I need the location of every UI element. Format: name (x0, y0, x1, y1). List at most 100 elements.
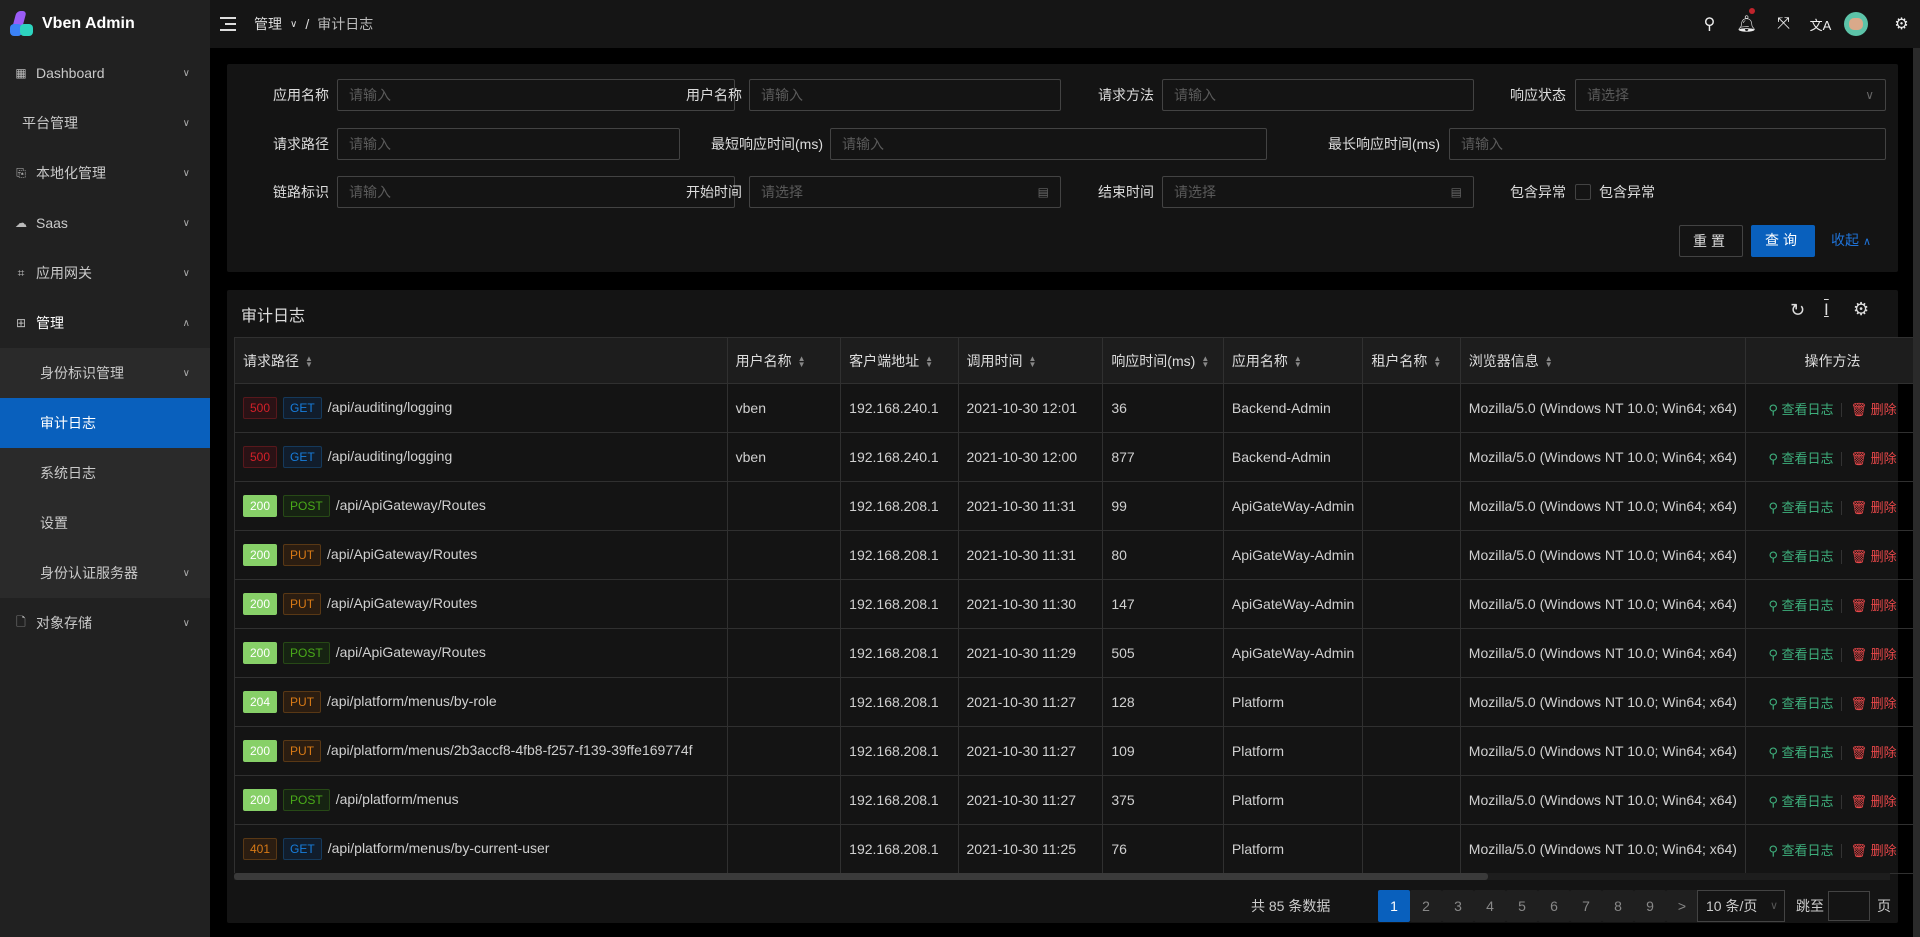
view-log-button[interactable]: ⚲ 查看日志 (1768, 843, 1833, 858)
checkbox-label[interactable]: 包含异常 (1599, 184, 1655, 200)
delete-button[interactable]: 🗑︎ 删除 (1850, 745, 1896, 760)
bell-icon[interactable]: 🔔︎ (1728, 8, 1765, 34)
density-icon[interactable]: I (1824, 300, 1829, 319)
page-button[interactable]: 3 (1442, 890, 1474, 922)
app_name-input[interactable]: 请输入 (337, 79, 735, 111)
page-button[interactable]: 6 (1538, 890, 1570, 922)
scrollbar-thumb[interactable] (234, 873, 1488, 880)
column-title: 租户名称 (1371, 352, 1428, 369)
page-scrollbar[interactable] (1913, 48, 1920, 937)
logo[interactable]: Vben Admin (0, 0, 210, 48)
view-log-button[interactable]: ⚲ 查看日志 (1768, 647, 1833, 662)
user_name-input[interactable]: 请输入 (749, 79, 1061, 111)
sidebar-item[interactable]: 审计日志 (0, 398, 210, 448)
has-exception-checkbox[interactable] (1575, 184, 1591, 200)
sidebar-item[interactable]: ⎘ 本地化管理 ∨ (0, 148, 210, 198)
page-button[interactable]: 8 (1602, 890, 1634, 922)
path-input[interactable]: 请输入 (337, 128, 680, 160)
refresh-icon[interactable]: ↻ (1790, 300, 1806, 320)
sidebar-item[interactable]: 平台管理 ∨ (0, 98, 210, 148)
avatar[interactable] (1844, 12, 1868, 36)
sort-icon[interactable]: ▲ ▼ (1433, 353, 1442, 369)
page-button[interactable]: 4 (1474, 890, 1506, 922)
status-input[interactable]: 请选择 ∨ (1575, 79, 1886, 111)
page-button[interactable]: 5 (1506, 890, 1538, 922)
column-header[interactable]: 租户名称 ▲ ▼ (1362, 337, 1461, 384)
sort-icon[interactable]: ▲ ▼ (1201, 353, 1210, 369)
view-log-button[interactable]: ⚲ 查看日志 (1768, 696, 1833, 711)
sidebar-item-label: Saas (36, 215, 68, 231)
start-input[interactable]: 请选择 ▤ (749, 176, 1061, 208)
view-log-button[interactable]: ⚲ 查看日志 (1768, 598, 1833, 613)
sort-icon[interactable]: ▲ ▼ (305, 353, 313, 369)
end-input[interactable]: 请选择 ▤ (1162, 176, 1474, 208)
delete-button[interactable]: 🗑︎ 删除 (1850, 794, 1896, 809)
view-log-button[interactable]: ⚲ 查看日志 (1768, 794, 1833, 809)
delete-button[interactable]: 🗑︎ 删除 (1850, 500, 1896, 515)
sort-icon[interactable]: ▲ ▼ (1544, 353, 1553, 369)
sidebar-item[interactable]: 系统日志 (0, 448, 210, 498)
query-button[interactable]: 查询 (1751, 225, 1815, 257)
fullscreen-icon[interactable]: ⤧ (1777, 15, 1790, 32)
sidebar-item[interactable]: ☁ Saas ∨ (0, 198, 210, 248)
search-icon[interactable]: ⚲ (1703, 16, 1716, 33)
delete-button[interactable]: 🗑︎ 删除 (1850, 696, 1896, 711)
max_time-input[interactable]: 请输入 (1449, 128, 1886, 160)
page-button[interactable]: 1 (1378, 890, 1410, 922)
request-path: /api/ApiGateway/Routes (335, 497, 486, 513)
sort-icon[interactable]: ▲ ▼ (1028, 353, 1037, 369)
collapse-button[interactable]: 收起 ∧ (1831, 225, 1881, 257)
sidebar-item[interactable]: 🗋︎ 对象存储 ∨ (0, 598, 210, 648)
view-log-button[interactable]: ⚲ 查看日志 (1768, 500, 1833, 515)
method-tag: GET (283, 397, 322, 419)
column-header[interactable]: 用户名称 ▲ ▼ (726, 337, 842, 384)
sidebar-item[interactable]: 身份标识管理 ∨ (0, 348, 210, 398)
column-header[interactable]: 客户端地址 ▲ ▼ (840, 337, 959, 384)
reset-button[interactable]: 重置 (1679, 225, 1743, 257)
trace-input[interactable]: 请输入 (337, 176, 735, 208)
sidebar-item[interactable]: ▦ Dashboard ∨ (0, 48, 210, 98)
delete-button[interactable]: 🗑︎ 删除 (1850, 843, 1896, 858)
sidebar-item[interactable]: 身份认证服务器 ∨ (0, 548, 210, 598)
gear-icon[interactable]: ⚙ (1894, 16, 1909, 33)
sidebar-item[interactable]: ⊞ 管理 ∧ (0, 298, 210, 348)
column-header[interactable]: 请求路径 ▲ ▼ (234, 337, 728, 384)
delete-button[interactable]: 🗑︎ 删除 (1850, 451, 1896, 466)
view-log-button[interactable]: ⚲ 查看日志 (1768, 745, 1833, 760)
method-input[interactable]: 请输入 (1162, 79, 1474, 111)
trash-icon: 🗑︎ (1850, 744, 1871, 760)
view-log-button[interactable]: ⚲ 查看日志 (1768, 451, 1833, 466)
sort-icon[interactable]: ▲ ▼ (797, 353, 806, 369)
page-size-select[interactable]: 10 条/页 ∨ (1697, 890, 1785, 922)
sort-icon[interactable]: ▲ ▼ (1293, 353, 1302, 369)
table-row: 200 POST/api/ApiGateway/Routes 192.168.208… (234, 628, 1920, 678)
delete-button[interactable]: 🗑︎ 删除 (1850, 549, 1896, 564)
column-settings-icon[interactable]: ⚙ (1853, 299, 1870, 319)
view-log-button[interactable]: ⚲ 查看日志 (1768, 549, 1833, 564)
sort-icon[interactable]: ▲ ▼ (925, 353, 934, 369)
sidebar-item[interactable]: 设置 (0, 498, 210, 548)
delete-label: 删除 (1870, 744, 1897, 760)
min_time-input[interactable]: 请输入 (830, 128, 1267, 160)
horizontal-scrollbar[interactable] (234, 873, 1890, 880)
menu-fold-icon[interactable] (220, 17, 236, 31)
sidebar-item[interactable]: ⌗ 应用网关 ∨ (0, 248, 210, 298)
divider (1841, 746, 1843, 761)
translate-icon[interactable]: 文A (1809, 17, 1832, 33)
column-header[interactable]: 响应时间(ms) ▲ ▼ (1102, 337, 1224, 384)
column-header[interactable]: 调用时间 ▲ ▼ (957, 337, 1104, 384)
column-header[interactable]: 浏览器信息 ▲ ▼ (1459, 337, 1746, 384)
breadcrumb-item[interactable]: 管理 (254, 16, 282, 32)
start-label: 开始时间 (686, 184, 742, 200)
page-button[interactable]: 7 (1570, 890, 1602, 922)
delete-button[interactable]: 🗑︎ 删除 (1850, 598, 1896, 613)
logo-icon (8, 11, 34, 37)
page-button[interactable]: 2 (1410, 890, 1442, 922)
delete-button[interactable]: 🗑︎ 删除 (1850, 402, 1896, 417)
page-button[interactable]: 9 (1634, 890, 1666, 922)
view-log-button[interactable]: ⚲ 查看日志 (1768, 402, 1833, 417)
delete-button[interactable]: 🗑︎ 删除 (1850, 647, 1896, 662)
jump-input[interactable] (1828, 891, 1870, 921)
next-page-icon[interactable]: > (1666, 890, 1698, 922)
column-header[interactable]: 应用名称 ▲ ▼ (1222, 337, 1364, 384)
